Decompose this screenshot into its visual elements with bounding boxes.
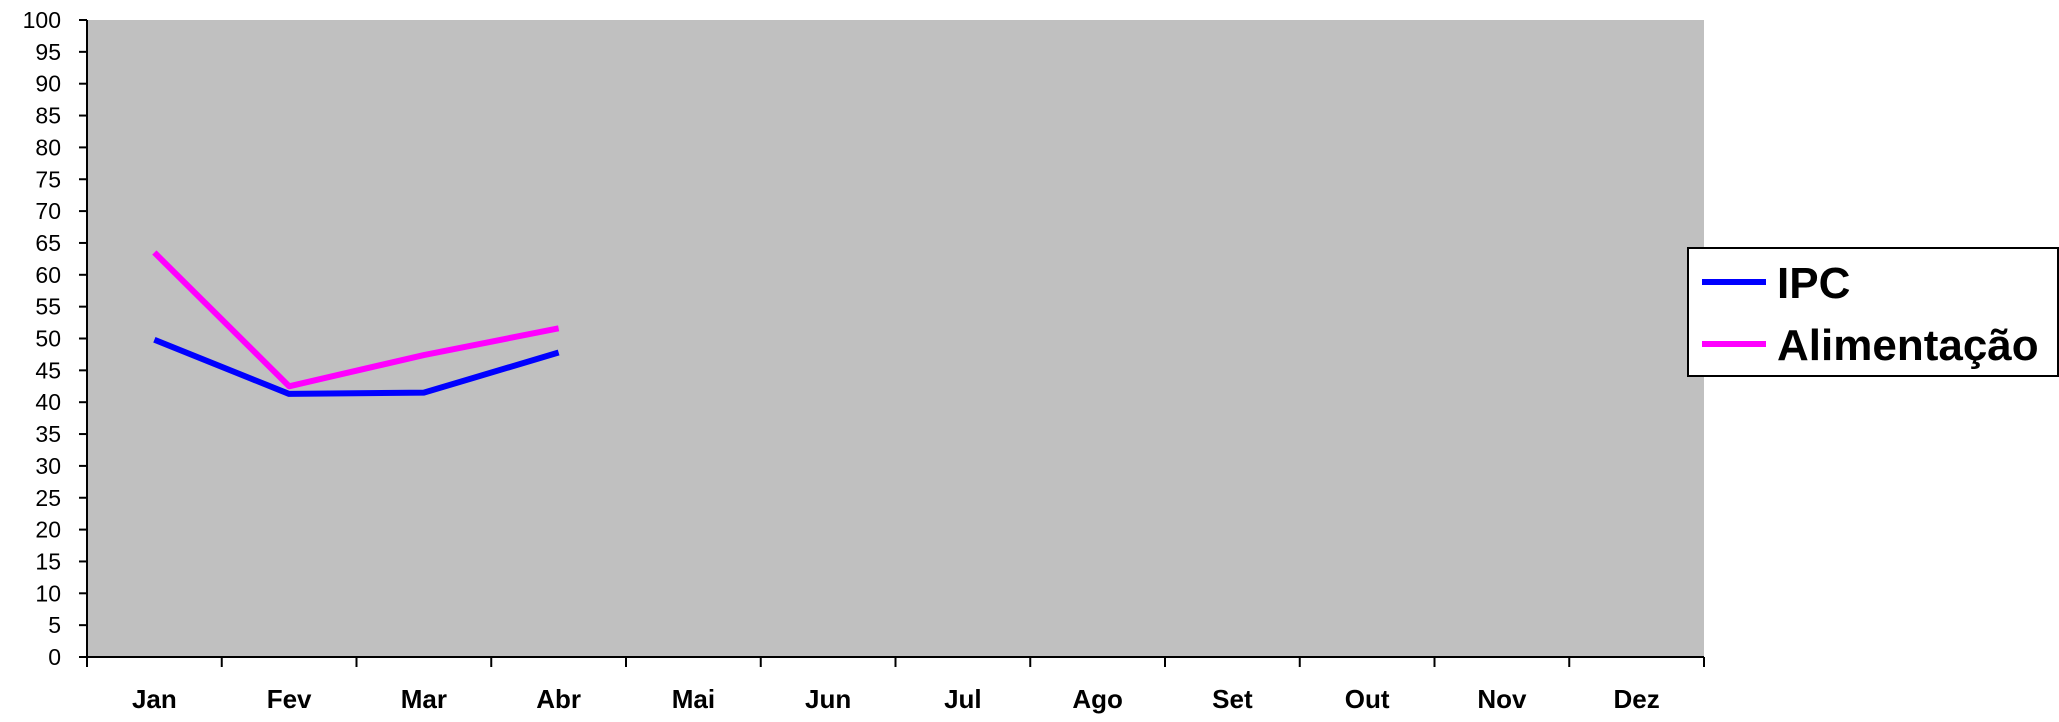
y-tick-label: 70	[35, 198, 61, 224]
y-tick-label: 100	[23, 7, 61, 33]
y-tick-label: 95	[35, 39, 61, 65]
y-tick-label: 15	[35, 548, 61, 574]
y-tick-label: 40	[35, 389, 61, 415]
y-tick-label: 35	[35, 421, 61, 447]
x-tick-label: Jun	[805, 684, 851, 714]
x-tick-label: Abr	[536, 684, 581, 714]
y-tick-label: 60	[35, 262, 61, 288]
legend: IPC Alimentação	[1687, 247, 2059, 377]
y-tick-label: 80	[35, 134, 61, 160]
y-tick-label: 65	[35, 230, 61, 256]
series-line-alimentacao	[152, 250, 560, 390]
x-tick-label: Mar	[401, 684, 447, 714]
x-tick-label: Dez	[1614, 684, 1660, 714]
x-tick-label: Ago	[1072, 684, 1123, 714]
y-tick-label: 5	[48, 612, 61, 638]
x-tick-label: Mai	[672, 684, 715, 714]
x-tick-label: Jan	[132, 684, 177, 714]
x-tick-label: Jul	[944, 684, 982, 714]
y-tick-label: 85	[35, 103, 61, 129]
series-line-ipc	[153, 336, 560, 397]
x-tick-label: Fev	[267, 684, 312, 714]
y-tick-label: 10	[35, 580, 61, 606]
legend-box	[1687, 247, 2059, 377]
y-tick-label: 20	[35, 517, 61, 543]
y-tick-label: 90	[35, 71, 61, 97]
axes-layer: 0 5 10 15 20 25 30 35 40 45 50 55 60 65 70 75 80 85 90 95 10…	[23, 7, 1705, 714]
y-tick-label: 25	[35, 485, 61, 511]
y-tick-label: 50	[35, 326, 61, 352]
legend-label: IPC	[1777, 259, 1850, 308]
y-tick-label: 55	[35, 294, 61, 320]
y-tick-label: 0	[48, 644, 61, 670]
legend-label: Alimentação	[1777, 321, 2039, 370]
x-tick-label: Out	[1345, 684, 1390, 714]
y-tick-label: 30	[35, 453, 61, 479]
x-tick-label: Set	[1212, 684, 1253, 714]
x-tick-label: Nov	[1477, 684, 1527, 714]
y-tick-label: 75	[35, 166, 61, 192]
plot-area	[87, 20, 1704, 657]
y-tick-label: 45	[35, 357, 61, 383]
series-layer	[152, 250, 560, 397]
